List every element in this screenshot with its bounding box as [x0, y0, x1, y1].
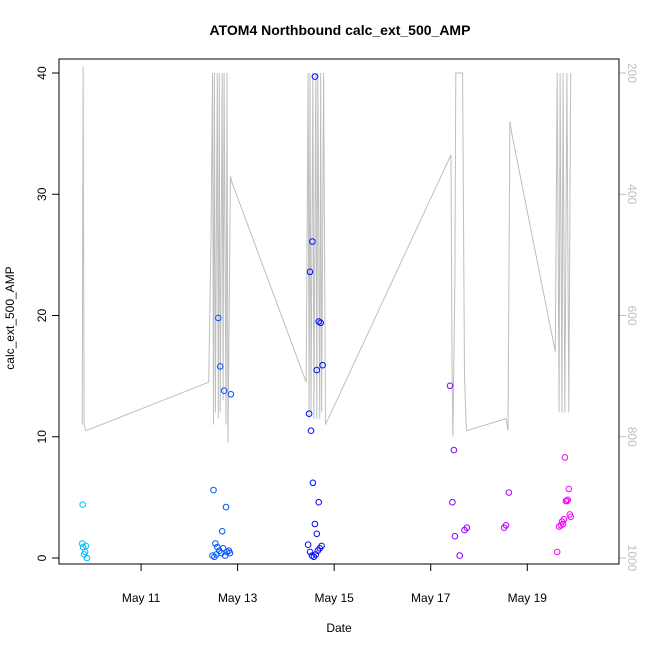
y-tick-label: 30 [35, 187, 49, 201]
scatter-point [557, 522, 565, 529]
scatter-point [83, 554, 91, 562]
scatter-point [309, 479, 317, 487]
plot-frame [58, 58, 620, 565]
scatter-point [306, 268, 314, 276]
scatter-point [219, 545, 227, 552]
scatter-point [318, 542, 325, 550]
scatter-point [82, 542, 90, 550]
y2-tick-label: 800 [625, 427, 639, 447]
y-tick-label: 20 [35, 309, 49, 323]
scatter-point [307, 427, 315, 435]
y-tick-label: 40 [35, 66, 49, 80]
scatter-point [567, 513, 575, 521]
scatter-point [304, 541, 312, 549]
y-axis-label: calc_ext_500_AMP [3, 266, 17, 369]
chart-title: ATOM4 Northbound calc_ext_500_AMP [210, 22, 471, 38]
scatter-point [312, 551, 320, 558]
scatter-point [313, 530, 321, 538]
scatter-point [81, 548, 89, 556]
scatter-point [311, 520, 319, 528]
scatter-point [565, 485, 573, 493]
scatter-point [450, 446, 458, 454]
y2-tick-label: 1000 [625, 545, 639, 572]
scatter-point [451, 532, 459, 540]
scatter-point [564, 496, 572, 504]
axes-layer: 0 10 20 30 40 May 11 May 13 May 15 May 17 May 19 2… [35, 63, 639, 605]
scatter-point [306, 548, 314, 556]
scatter-point [553, 548, 561, 556]
scatter-point [313, 366, 321, 374]
x-tick-label: May 13 [218, 591, 258, 605]
y2-tick-label: 200 [625, 63, 639, 83]
scatter-point [317, 319, 325, 327]
scatter-point [456, 552, 464, 559]
line-series-layer [81, 66, 572, 443]
y2-tick-label: 600 [625, 305, 639, 325]
scatter-point [212, 540, 219, 547]
scatter-point [502, 522, 510, 529]
scatter-point [226, 549, 234, 557]
scatter-point [563, 497, 571, 505]
scatter-point [218, 528, 226, 535]
x-axis-label: Date [326, 621, 352, 635]
x-tick-label: May 17 [411, 591, 451, 605]
scatter-point [210, 486, 217, 494]
scatter-point [463, 524, 471, 532]
x-tick-label: May 11 [122, 591, 161, 605]
y-tick-label: 0 [35, 554, 49, 561]
scatter-point [319, 361, 326, 369]
scatter-point [222, 503, 230, 511]
scatter-point [311, 73, 319, 80]
x-tick-label: May 15 [314, 591, 354, 605]
scatter-point [305, 410, 313, 418]
scatter-point [79, 501, 86, 508]
y-tick-label: 10 [35, 430, 49, 444]
line-series-path [81, 66, 572, 443]
scatter-points-layer [78, 73, 575, 562]
scatter-point [446, 382, 454, 390]
scatter-point [216, 363, 224, 370]
scatter-point [559, 520, 567, 528]
scatter-point [561, 454, 569, 461]
y2-tick-label: 400 [625, 184, 639, 204]
scatter-point [505, 489, 513, 496]
scatter-point [309, 238, 316, 245]
scatter-point [220, 387, 228, 395]
scatter-point [227, 391, 235, 398]
scatter-point [215, 314, 222, 322]
x-tick-label: May 19 [508, 591, 548, 605]
scatter-point [449, 498, 456, 506]
scatter-point [315, 498, 323, 506]
scatter-point [560, 515, 568, 523]
